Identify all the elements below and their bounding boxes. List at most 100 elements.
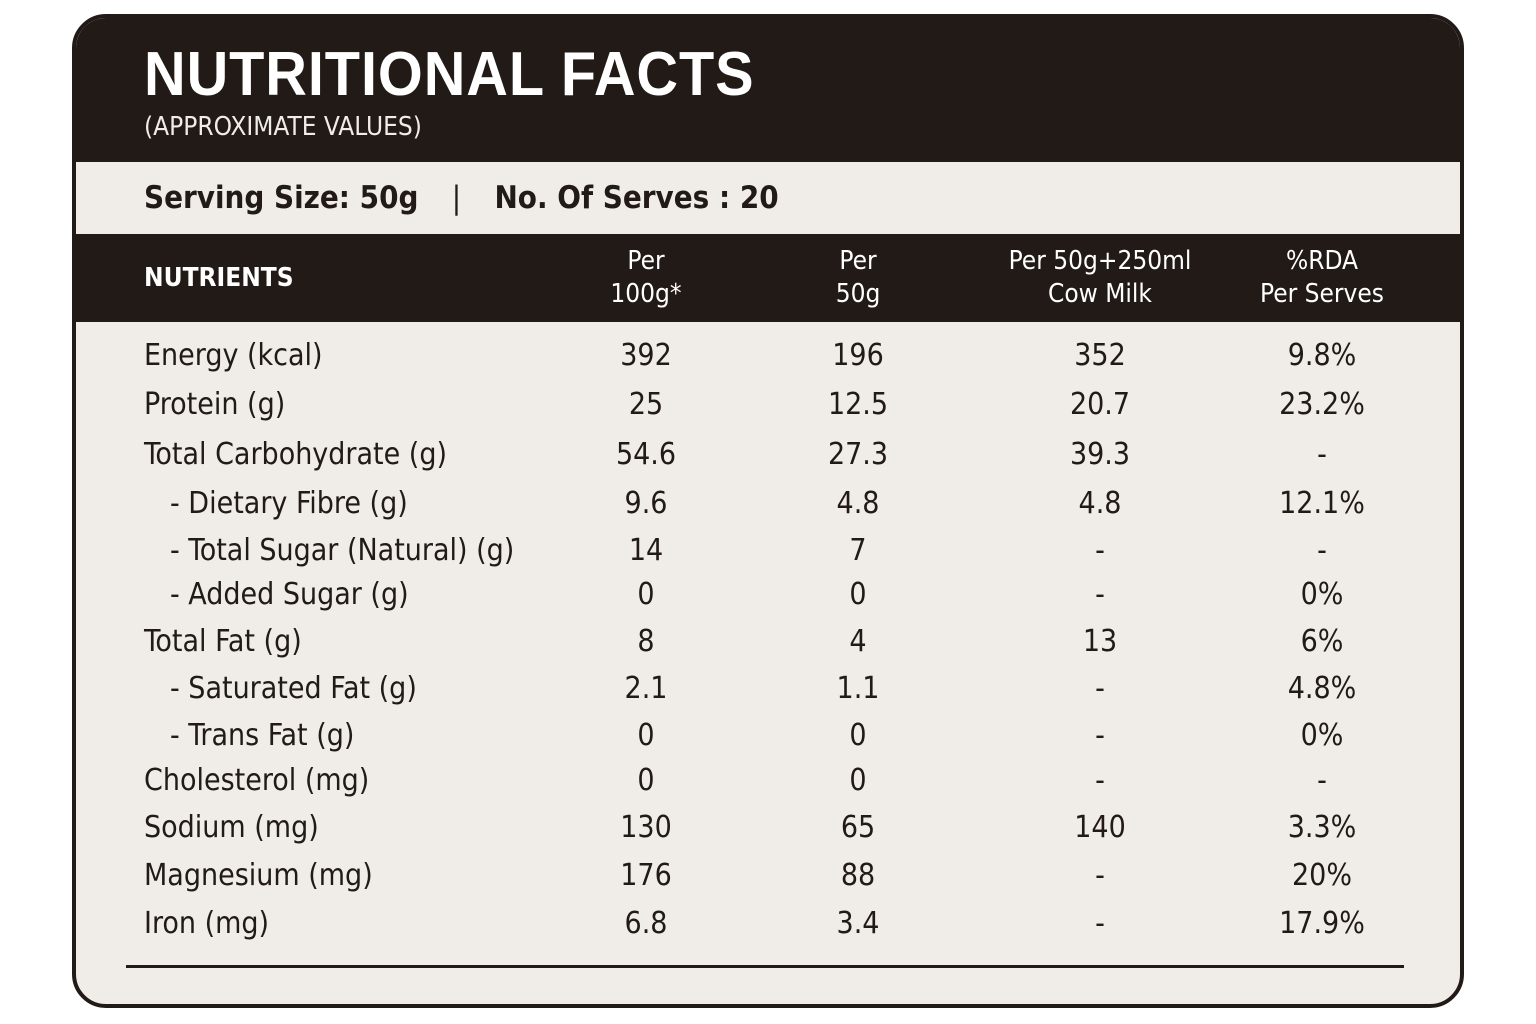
nutrient-name: Total Fat (g) (144, 624, 302, 659)
nutrient-name: Cholesterol (mg) (144, 763, 370, 798)
nutrition-facts-panel: NUTRITIONAL FACTS (APPROXIMATE VALUES) S… (72, 14, 1464, 1008)
serving-info: Serving Size: 50g | No. Of Serves : 20 (144, 178, 779, 218)
value-per-50g: 88 (840, 858, 876, 893)
header-per-50g: Per 50g (758, 234, 958, 322)
value-per-50g: 12.5 (827, 387, 889, 422)
value-per-50g: 0 (849, 577, 867, 612)
value-per-100g: 0 (637, 577, 655, 612)
value-per-50g: 1.1 (836, 671, 880, 706)
number-of-serves: No. Of Serves : 20 (494, 180, 779, 216)
value-per-100g: 392 (620, 338, 672, 373)
nutrient-name: - Total Sugar (Natural) (g) (170, 533, 515, 568)
value-per-100g: 25 (628, 387, 664, 422)
value-per-100g: 54.6 (615, 437, 677, 472)
table-row: Sodium (mg) 130 65 140 3.3% (76, 804, 1460, 852)
value-per-100g: 0 (637, 718, 655, 753)
value-per-50g-milk: 4.8 (1078, 486, 1122, 521)
serving-size: Serving Size: 50g (144, 180, 419, 216)
serving-separator: | (451, 180, 462, 216)
header-per-100g-line1: Per (627, 246, 665, 276)
serving-band: Serving Size: 50g | No. Of Serves : 20 (76, 162, 1460, 234)
value-rda: - (1317, 533, 1327, 568)
table-header: NUTRIENTS Per 100g* Per 50g Per 50g+250m… (76, 234, 1460, 322)
header-rda-line2: Per Serves (1260, 279, 1384, 309)
header-rda-line1: %RDA (1285, 246, 1359, 276)
header-per-50g-line1: Per (839, 246, 877, 276)
header-per-50g-line2: 50g (835, 279, 881, 309)
value-per-50g: 4.8 (836, 486, 880, 521)
value-per-100g: 8 (637, 624, 655, 659)
value-per-50g-milk: - (1095, 718, 1105, 753)
value-per-50g-milk: 13 (1082, 624, 1118, 659)
value-per-50g-milk: 140 (1074, 810, 1126, 845)
value-rda: 12.1% (1279, 486, 1365, 521)
value-per-50g: 0 (849, 718, 867, 753)
table-row: Iron (mg) 6.8 3.4 - 17.9% (76, 900, 1460, 948)
value-rda: 9.8% (1287, 338, 1357, 373)
header-per-50g-milk-line2: Cow Milk (1048, 279, 1152, 309)
nutrient-name: Total Carbohydrate (g) (144, 437, 448, 472)
table-row: Protein (g) 25 12.5 20.7 23.2% (76, 381, 1460, 429)
value-per-50g-milk: - (1095, 763, 1105, 798)
value-per-50g: 4 (849, 624, 867, 659)
header-nutrients-label: NUTRIENTS (144, 262, 294, 293)
value-per-50g: 3.4 (836, 906, 880, 941)
value-per-100g: 9.6 (624, 486, 668, 521)
value-per-50g-milk: - (1095, 533, 1105, 568)
value-per-50g: 0 (849, 763, 867, 798)
nutrient-name: - Dietary Fibre (g) (170, 486, 408, 521)
table-row: Cholesterol (mg) 0 0 - - (76, 757, 1460, 805)
table-row: - Trans Fat (g) 0 0 - 0% (76, 712, 1460, 760)
nutrient-name: - Added Sugar (g) (170, 577, 409, 612)
value-per-50g: 196 (832, 338, 884, 373)
value-per-100g: 2.1 (624, 671, 668, 706)
header-per-100g: Per 100g* (546, 234, 746, 322)
value-per-100g: 6.8 (624, 906, 668, 941)
table-row: Total Carbohydrate (g) 54.6 27.3 39.3 - (76, 431, 1460, 479)
value-per-50g-milk: 39.3 (1069, 437, 1131, 472)
value-rda: 0% (1300, 577, 1344, 612)
table-row: Energy (kcal) 392 196 352 9.8% (76, 332, 1460, 380)
value-rda: 17.9% (1279, 906, 1365, 941)
value-per-50g: 7 (849, 533, 867, 568)
table-row: - Added Sugar (g) 0 0 - 0% (76, 571, 1460, 619)
value-per-100g: 0 (637, 763, 655, 798)
value-per-50g-milk: - (1095, 671, 1105, 706)
table-row: Magnesium (mg) 176 88 - 20% (76, 852, 1460, 900)
nutrient-name: Sodium (mg) (144, 810, 319, 845)
nutrient-name: Protein (g) (144, 387, 286, 422)
value-per-50g: 65 (840, 810, 876, 845)
title-band: NUTRITIONAL FACTS (APPROXIMATE VALUES) (76, 18, 1460, 162)
nutrient-name: - Trans Fat (g) (170, 718, 355, 753)
table-row: - Total Sugar (Natural) (g) 14 7 - - (76, 527, 1460, 575)
header-rda: %RDA Per Serves (1222, 234, 1422, 322)
value-rda: 0% (1300, 718, 1344, 753)
value-rda: 3.3% (1287, 810, 1357, 845)
value-per-50g-milk: - (1095, 577, 1105, 612)
value-per-50g: 27.3 (827, 437, 889, 472)
panel-subtitle: (APPROXIMATE VALUES) (144, 112, 422, 142)
value-rda: 23.2% (1279, 387, 1365, 422)
nutrient-name: Energy (kcal) (144, 338, 323, 373)
nutrient-name: Magnesium (mg) (144, 858, 373, 893)
header-nutrients: NUTRIENTS (144, 234, 294, 322)
value-per-100g: 176 (620, 858, 672, 893)
table-row: - Saturated Fat (g) 2.1 1.1 - 4.8% (76, 665, 1460, 713)
value-per-50g-milk: - (1095, 906, 1105, 941)
value-rda: - (1317, 763, 1327, 798)
value-per-50g-milk: - (1095, 858, 1105, 893)
value-per-50g-milk: 352 (1074, 338, 1126, 373)
header-per-50g-milk-line1: Per 50g+250ml (1008, 246, 1192, 276)
value-rda: - (1317, 437, 1327, 472)
value-rda: 6% (1300, 624, 1344, 659)
value-rda: 4.8% (1287, 671, 1357, 706)
value-per-100g: 130 (620, 810, 672, 845)
nutrient-name: - Saturated Fat (g) (170, 671, 417, 706)
bottom-divider (126, 965, 1404, 968)
panel-title: NUTRITIONAL FACTS (144, 40, 755, 109)
table-row: Total Fat (g) 8 4 13 6% (76, 618, 1460, 666)
nutrient-name: Iron (mg) (144, 906, 270, 941)
header-per-100g-line2: 100g* (610, 279, 682, 309)
table-row: - Dietary Fibre (g) 9.6 4.8 4.8 12.1% (76, 480, 1460, 528)
value-rda: 20% (1292, 858, 1352, 893)
